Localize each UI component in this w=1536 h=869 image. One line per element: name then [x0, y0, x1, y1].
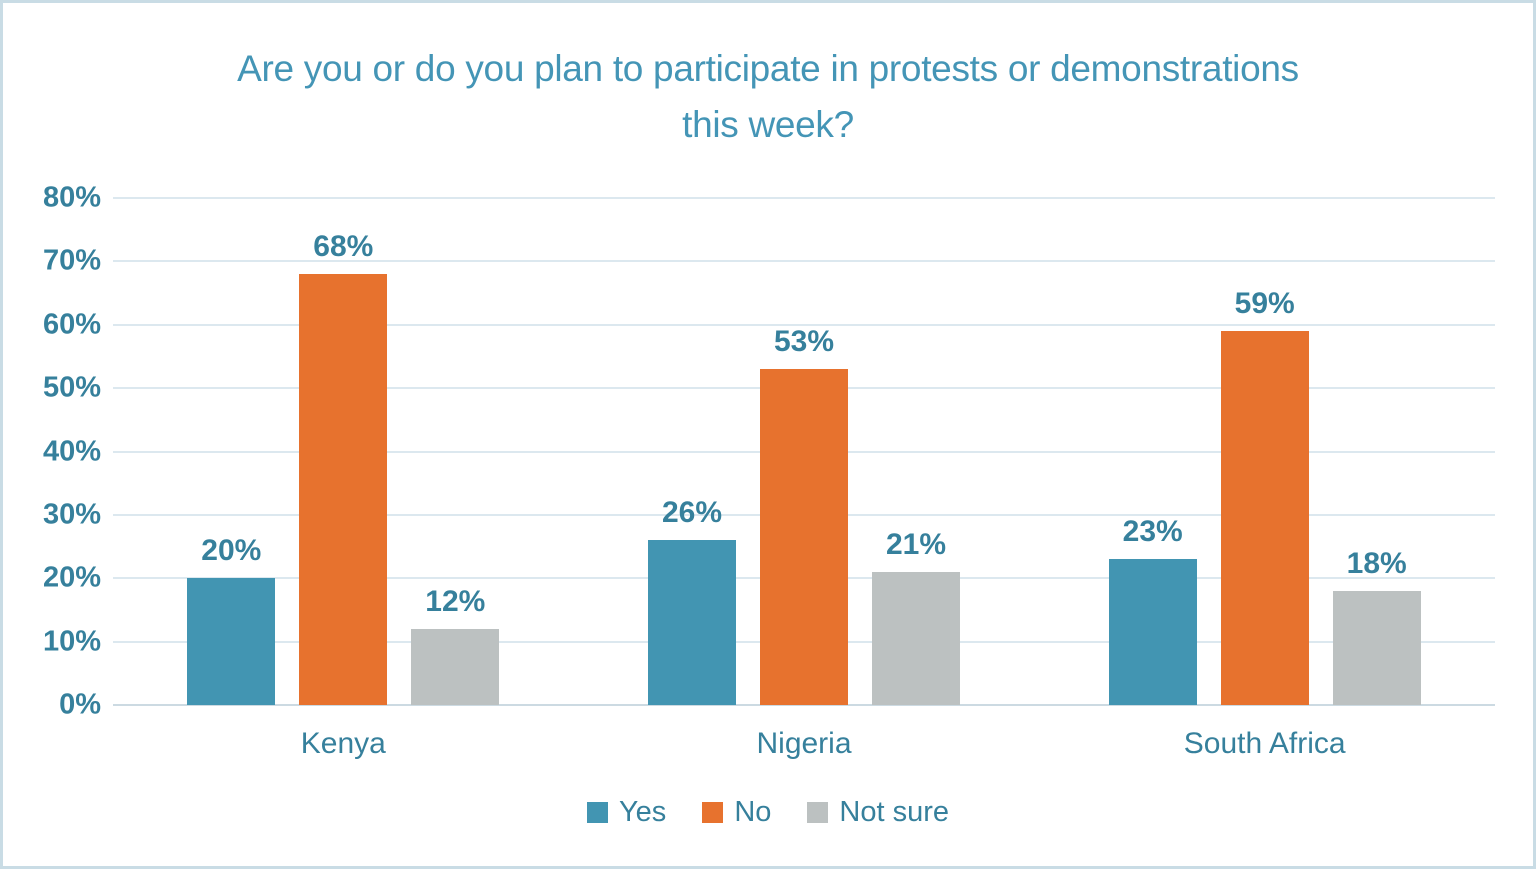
legend: Yes No Not sure — [3, 798, 1533, 827]
y-tick-70: 70% — [42, 244, 101, 277]
gridline-60 — [113, 323, 1495, 326]
bar-group-kenya: 20% 68% 12% — [113, 198, 574, 705]
bar-south-africa-yes — [1108, 559, 1197, 705]
legend-item-yes: Yes — [587, 798, 666, 827]
x-label-nigeria: Nigeria — [756, 727, 852, 760]
bar-groups: 20% 68% 12% 26% 53% 21% 23% 59% 18% — [113, 198, 1495, 705]
legend-swatch-no-icon — [702, 802, 724, 823]
bar-value-label-kenya-yes: 20% — [201, 534, 262, 568]
legend-label-no: No — [734, 796, 772, 828]
gridline-80 — [113, 197, 1495, 199]
legend-swatch-yes-icon — [587, 802, 608, 823]
bar-value-label-nigeria-no: 53% — [773, 325, 835, 359]
plot-area: 20% 68% 12% 26% 53% 21% 23% 59% 18% — [113, 197, 1495, 706]
gridline-70 — [113, 260, 1495, 263]
bar-group-south-africa: 23% 59% 18% — [1034, 198, 1495, 705]
bar-value-label-south-africa-not-sure: 18% — [1346, 546, 1407, 580]
legend-label-not-sure: Not sure — [839, 796, 949, 828]
y-tick-80: 80% — [42, 181, 101, 214]
bar-value-label-south-africa-no: 59% — [1234, 287, 1295, 321]
bar-slot-nigeria-yes: 26% — [648, 198, 736, 705]
x-axis-labels: Kenya Nigeria South Africa — [113, 727, 1495, 761]
x-label-kenya: Kenya — [300, 727, 386, 760]
bar-kenya-no — [299, 274, 388, 705]
bar-slot-south-africa-yes: 23% — [1108, 198, 1197, 705]
legend-item-not-sure: Not sure — [807, 798, 949, 827]
x-label-south-africa: South Africa — [1183, 727, 1346, 760]
y-tick-40: 40% — [42, 435, 101, 467]
bar-value-label-kenya-no: 68% — [313, 230, 374, 264]
bar-nigeria-not-sure — [872, 571, 960, 705]
bar-south-africa-not-sure — [1332, 590, 1421, 705]
bar-group-nigeria: 26% 53% 21% — [574, 198, 1035, 705]
bar-slot-nigeria-not-sure: 21% — [872, 198, 960, 705]
y-tick-10: 10% — [42, 625, 101, 658]
bar-slot-south-africa-no: 59% — [1220, 198, 1309, 705]
bar-slot-nigeria-no: 53% — [760, 198, 848, 705]
y-tick-0: 0% — [59, 688, 101, 721]
bar-kenya-not-sure — [411, 628, 500, 705]
bar-slot-kenya-no: 68% — [299, 198, 388, 705]
bar-slot-kenya-not-sure: 12% — [411, 198, 500, 705]
bar-slot-kenya-yes: 20% — [187, 198, 276, 705]
legend-item-no: No — [702, 798, 771, 827]
bar-slot-south-africa-not-sure: 18% — [1332, 198, 1421, 705]
y-tick-60: 60% — [42, 308, 101, 341]
legend-swatch-not-sure-icon — [807, 802, 829, 823]
y-tick-20: 20% — [42, 561, 101, 594]
bar-kenya-yes — [187, 578, 276, 705]
y-tick-30: 30% — [42, 498, 101, 531]
bar-value-label-kenya-not-sure: 12% — [425, 584, 486, 618]
bar-value-label-nigeria-not-sure: 21% — [885, 527, 947, 561]
bar-nigeria-no — [760, 369, 848, 705]
y-axis: 0% 10% 20% 30% 40% 50% 60% 70% 80% — [3, 183, 101, 719]
chart-title: Are you or do you plan to participate in… — [237, 48, 1299, 146]
bar-nigeria-yes — [648, 540, 736, 705]
bar-value-label-south-africa-yes: 23% — [1122, 515, 1183, 549]
gridline-0 — [113, 704, 1495, 706]
legend-label-yes: Yes — [619, 796, 667, 828]
y-tick-50: 50% — [42, 371, 101, 404]
bar-south-africa-no — [1220, 331, 1309, 705]
bar-value-label-nigeria-yes: 26% — [661, 496, 723, 530]
